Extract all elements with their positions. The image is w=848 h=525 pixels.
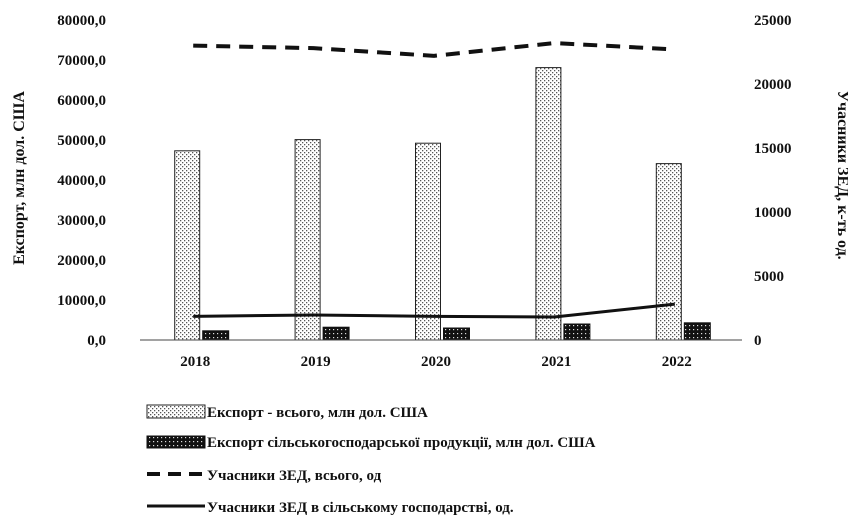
x-axis: 2018 2019 2020 2021 2022 [140,339,742,370]
legend: Експорт - всього, млн дол. США Експорт с… [146,404,596,516]
bar-export-total [655,163,682,341]
left-tick-label: 70000,0 [57,53,106,69]
left-tick-label: 80000,0 [57,13,106,29]
x-tick-label: 2021 [541,354,571,370]
line-participants-total [193,41,675,58]
right-tick-label: 15000 [754,141,792,157]
bar-export-total [535,67,562,341]
left-axis-title: Експорт, млн дол. США [11,91,28,265]
right-axis-title: Учасники ЗЕД, к-ть од. [834,90,848,259]
x-tick-label: 2022 [662,354,692,370]
left-tick-label: 0,0 [87,333,106,349]
bar-export-agri [443,327,470,341]
bar-export-agri [202,330,230,341]
left-tick-label: 60000,0 [57,93,106,109]
left-tick-label: 10000,0 [57,293,106,309]
right-tick-label: 25000 [754,13,792,29]
bar-export-agri [683,322,711,341]
bar-export-agri [563,323,591,341]
bar-export-total [294,139,321,341]
left-tick-label: 50000,0 [57,133,106,149]
legend-label-participants-agri: Учасники ЗЕД в сільському господарстві, … [207,500,514,516]
x-tick-label: 2020 [421,354,451,370]
right-tick-label: 5000 [754,269,784,285]
right-tick-label: 20000 [754,77,792,93]
legend-swatch-export-agri [146,435,206,449]
legend-swatch-export-total [146,404,206,419]
bar-export-total [174,150,201,341]
bar-export-total [415,142,441,341]
left-tick-label: 40000,0 [57,173,106,189]
right-tick-label: 10000 [754,205,792,221]
legend-label-participants-total: Учасники ЗЕД, всього, од [207,468,382,484]
bars-layer [174,67,711,341]
x-tick-label: 2018 [180,354,210,370]
bar-export-agri [322,326,350,341]
legend-label-export-agri: Експорт сільськогосподарської продукції,… [207,435,596,451]
lines-layer [193,41,675,319]
legend-label-export-total: Експорт - всього, млн дол. США [207,405,428,421]
left-y-axis: 0,0 10000,0 20000,0 30000,0 40000,0 50000,0 60… [57,13,106,349]
left-tick-label: 30000,0 [57,213,106,229]
line-participants-agri [193,302,675,319]
left-tick-label: 20000,0 [57,253,106,269]
x-tick-label: 2019 [301,354,331,370]
right-y-axis: 0 5000 10000 15000 20000 25000 [754,13,792,349]
right-tick-label: 0 [754,333,762,349]
